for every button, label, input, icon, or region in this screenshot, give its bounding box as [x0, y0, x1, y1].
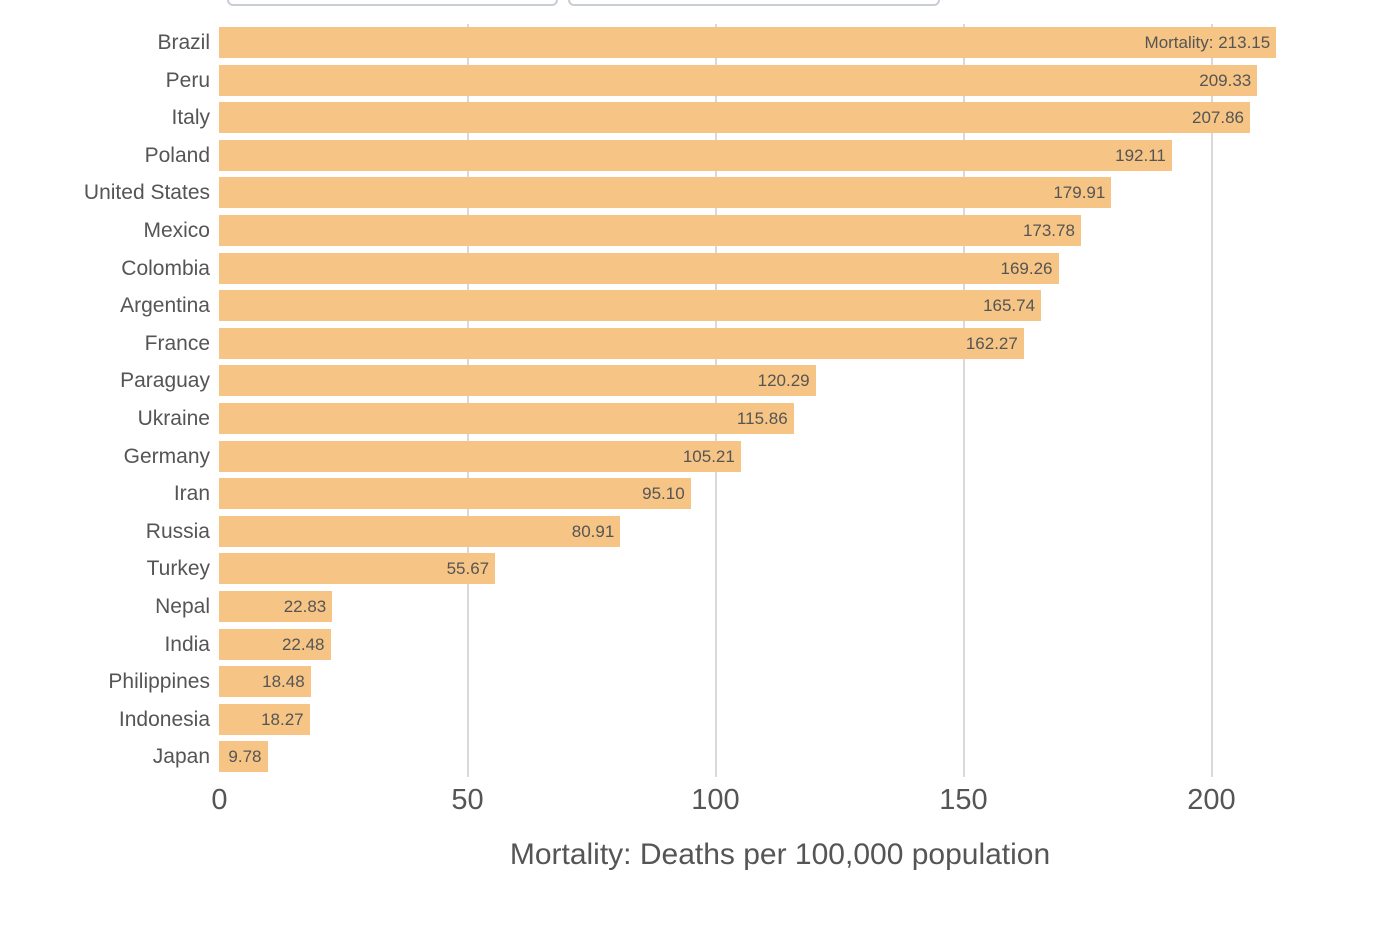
bar[interactable]: 55.67	[219, 553, 496, 585]
y-tick-label: Indonesia	[118, 707, 210, 731]
bar[interactable]: 95.10	[219, 478, 691, 510]
bar[interactable]: 169.26	[219, 252, 1059, 284]
bar-row: Indonesia 18.27	[0, 703, 1392, 735]
x-tick-label: 200	[1187, 784, 1236, 816]
bar-value-label: 179.91	[1053, 183, 1106, 203]
x-tick-label: 100	[691, 784, 740, 816]
bar-value-label: 105.21	[682, 446, 735, 466]
bar-value-label: 115.86	[736, 409, 788, 428]
bar-value-label: 120.29	[757, 371, 810, 391]
bar-row: Philippines 18.48	[0, 666, 1392, 698]
bar-row: United States 179.91	[0, 177, 1392, 209]
y-tick-label: Japan	[152, 745, 210, 769]
gridline-150	[962, 24, 965, 777]
y-tick-label: Paraguay	[120, 369, 210, 393]
bar-value-label: 207.86	[1191, 108, 1244, 128]
bar-row: Mexico 173.78	[0, 215, 1392, 246]
bar[interactable]: 115.86	[219, 403, 794, 434]
filter-input-1[interactable]	[227, 0, 558, 6]
y-tick-label: Poland	[144, 143, 210, 167]
bar-row: Brazil Mortality: 213.15	[0, 27, 1392, 58]
bar-value-label: 162.27	[965, 333, 1018, 353]
x-axis-title: Mortality: Deaths per 100,000 population	[509, 838, 1051, 871]
bar-value-label: 169.26	[1000, 258, 1053, 278]
bar-row: Colombia 169.26	[0, 252, 1392, 284]
bar-value-label: 173.78	[1022, 221, 1075, 240]
bar[interactable]: Mortality: 213.15	[219, 27, 1277, 58]
gridline-100	[714, 24, 717, 777]
y-tick-label: Turkey	[146, 557, 210, 581]
bar-row: India 22.48	[0, 628, 1392, 660]
y-tick-label: Germany	[123, 444, 210, 468]
bar[interactable]: 207.86	[219, 102, 1250, 134]
bar-row: Nepal 22.83	[0, 591, 1392, 622]
bar-value-label: 9.78	[228, 747, 262, 767]
bar-value-label: 55.67	[446, 559, 490, 579]
bar-row: Russia 80.91	[0, 515, 1392, 547]
x-tick-label: 150	[939, 784, 988, 816]
bar-row: Germany 105.21	[0, 440, 1392, 472]
y-tick-label: Colombia	[121, 256, 210, 280]
bar[interactable]: 173.78	[219, 215, 1081, 246]
bar[interactable]: 9.78	[219, 741, 268, 773]
y-tick-label: Russia	[145, 519, 210, 543]
bar-value-label: 18.48	[262, 672, 305, 692]
bar-row: Japan 9.78	[0, 741, 1392, 773]
bar-value-label: 95.10	[642, 484, 685, 504]
x-tick-label: 0	[211, 784, 228, 816]
bar[interactable]: 192.11	[219, 139, 1172, 171]
bar[interactable]: 80.91	[219, 515, 621, 547]
bar-row: Italy 207.86	[0, 102, 1392, 134]
bar[interactable]: 22.48	[219, 628, 331, 660]
bar-value-label: 80.91	[571, 521, 615, 541]
y-tick-label: Italy	[171, 106, 210, 130]
bar-value-label: 22.83	[283, 597, 327, 616]
bar-value-label: 209.33	[1199, 70, 1252, 90]
y-tick-label: Brazil	[157, 31, 210, 54]
y-tick-label: Iran	[173, 482, 210, 506]
bar[interactable]: 22.83	[219, 591, 333, 622]
bar-value-label: 165.74	[983, 296, 1036, 316]
gridline-50	[466, 24, 469, 777]
x-tick-label: 50	[451, 784, 484, 816]
bar-row: France 162.27	[0, 327, 1392, 359]
bar[interactable]: 18.48	[219, 666, 311, 698]
bar[interactable]: 162.27	[219, 327, 1024, 359]
filter-input-2[interactable]	[568, 0, 940, 6]
gridline-200	[1210, 24, 1213, 777]
bar[interactable]: 120.29	[219, 365, 816, 397]
bar-row: Turkey 55.67	[0, 553, 1392, 585]
y-tick-label: United States	[83, 181, 210, 205]
bar-row: Paraguay 120.29	[0, 365, 1392, 397]
bar-row: Peru 209.33	[0, 64, 1392, 96]
bar-row: Poland 192.11	[0, 139, 1392, 171]
bar[interactable]: 209.33	[219, 64, 1258, 96]
y-tick-label: India	[164, 632, 210, 656]
bar-value-label: Mortality: 213.15	[1144, 33, 1271, 52]
y-tick-label: Peru	[165, 68, 210, 92]
y-tick-label: France	[144, 331, 210, 355]
bar[interactable]: 18.27	[219, 703, 310, 735]
y-tick-label: Mexico	[143, 219, 210, 242]
bar-value-label: 22.48	[281, 634, 325, 654]
bar-row: Ukraine 115.86	[0, 403, 1392, 434]
y-tick-label: Nepal	[155, 595, 210, 618]
y-tick-label: Ukraine	[137, 407, 210, 430]
bar-row: Argentina 165.74	[0, 290, 1392, 322]
bar[interactable]: 165.74	[219, 290, 1042, 322]
bar[interactable]: 179.91	[219, 177, 1112, 209]
bar-value-label: 18.27	[261, 709, 304, 729]
y-tick-label: Philippines	[108, 670, 210, 694]
bar[interactable]: 105.21	[219, 440, 741, 472]
y-tick-label: Argentina	[120, 294, 210, 318]
bar-row: Iran 95.10	[0, 478, 1392, 510]
bar-value-label: 192.11	[1115, 145, 1166, 165]
